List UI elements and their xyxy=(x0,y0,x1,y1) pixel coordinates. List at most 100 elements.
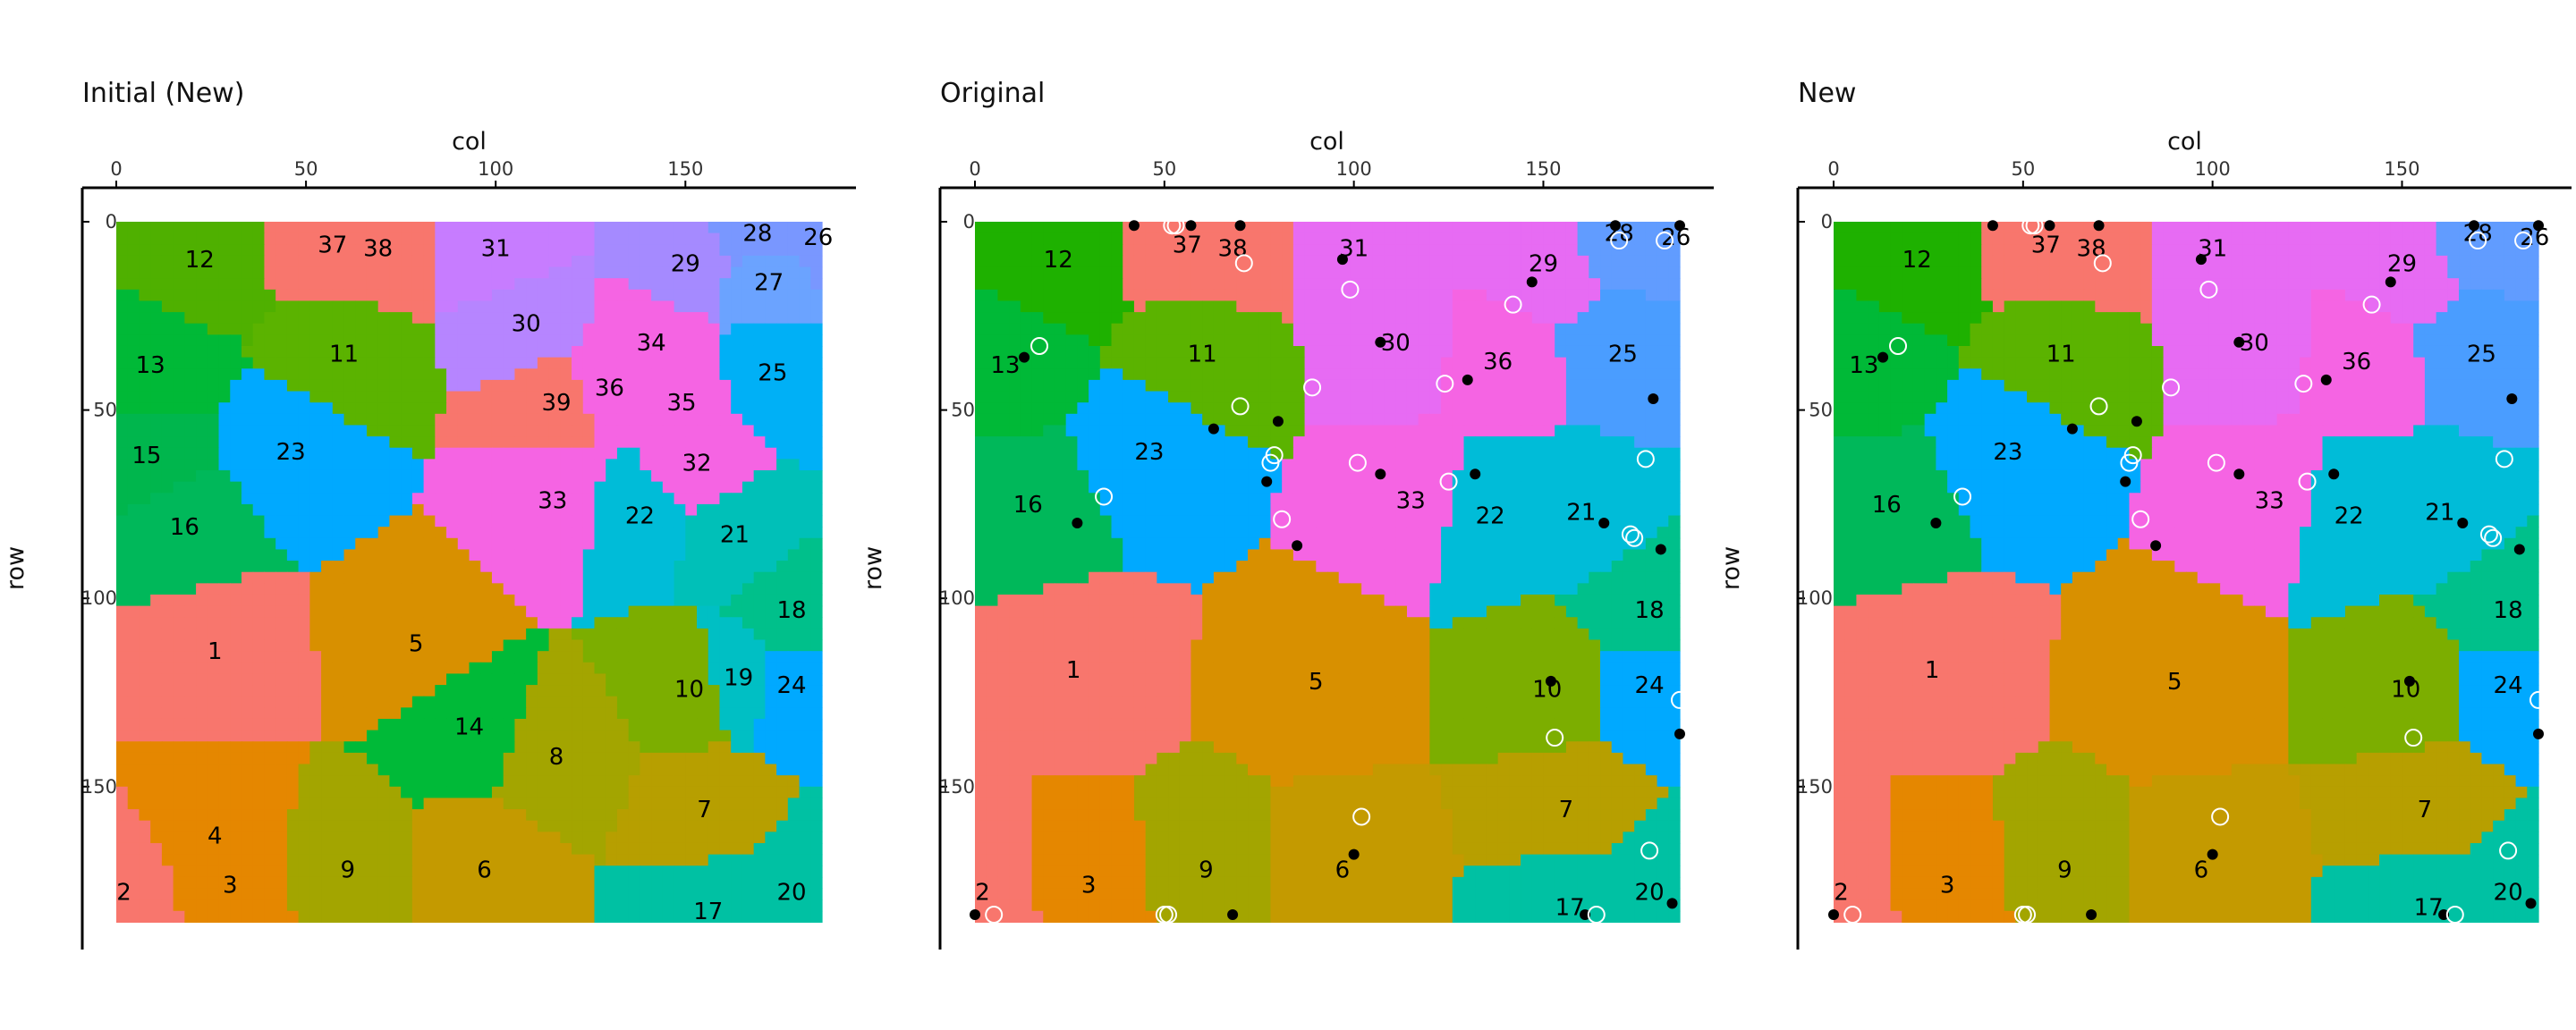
region-cell xyxy=(366,345,379,359)
region-cell xyxy=(1179,289,1192,302)
region-cell xyxy=(127,549,140,561)
region-cell xyxy=(184,481,197,494)
region-cell xyxy=(674,368,686,381)
region-cell xyxy=(321,571,334,584)
region-cell xyxy=(1634,402,1647,415)
region-cell xyxy=(241,222,254,234)
region-cell xyxy=(1316,323,1328,335)
region-cell xyxy=(1304,232,1317,245)
region-cell xyxy=(582,741,596,754)
region-cell xyxy=(1395,244,1408,257)
region-label: 1 xyxy=(208,638,223,665)
region-cell xyxy=(377,651,391,663)
region-cell xyxy=(1543,345,1555,359)
region-cell xyxy=(401,605,413,618)
region-cell xyxy=(1248,402,1260,415)
region-cell xyxy=(1054,323,1067,335)
region-cell xyxy=(810,447,823,460)
region-cell xyxy=(997,379,1010,393)
region-cell xyxy=(116,459,129,471)
region-cell xyxy=(776,481,789,494)
region-cell xyxy=(196,651,208,663)
region-cell xyxy=(572,594,584,607)
region-cell xyxy=(1292,289,1306,302)
region-cell xyxy=(640,571,652,584)
region-cell xyxy=(1441,323,1453,335)
region-cell xyxy=(582,300,596,313)
region-cell xyxy=(116,469,129,483)
region-cell xyxy=(594,639,606,652)
region-cell xyxy=(606,741,618,754)
region-cell xyxy=(127,537,140,551)
region-cell xyxy=(674,334,686,347)
region-cell xyxy=(799,594,811,607)
region-cell xyxy=(127,651,140,663)
region-cell xyxy=(537,809,550,822)
region-cell xyxy=(628,244,640,257)
region-cell xyxy=(230,605,242,618)
region-cell xyxy=(731,222,743,234)
region-cell xyxy=(674,503,686,517)
region-cell xyxy=(662,469,675,483)
region-cell xyxy=(1441,334,1453,347)
region-cell xyxy=(1372,255,1385,268)
region-cell xyxy=(366,244,379,257)
region-cell xyxy=(1350,368,1362,381)
region-cell xyxy=(616,289,630,302)
region-cell xyxy=(411,707,425,720)
region-cell xyxy=(230,730,242,742)
region-cell xyxy=(572,537,584,551)
region-cell xyxy=(150,696,163,708)
region-cell xyxy=(411,481,425,494)
region-cell xyxy=(218,391,231,403)
region-cell xyxy=(719,696,732,708)
region-cell xyxy=(355,357,368,369)
region-cell xyxy=(628,379,640,393)
region-cell xyxy=(1111,255,1123,268)
region-cell xyxy=(139,594,151,607)
region-cell xyxy=(309,232,322,245)
region-cell xyxy=(765,786,777,799)
region-cell xyxy=(332,345,345,359)
region-cell xyxy=(560,764,572,776)
region-cell xyxy=(810,278,823,291)
region-cell xyxy=(741,730,755,742)
region-cell xyxy=(411,651,425,663)
region-cell xyxy=(606,730,618,742)
region-cell xyxy=(457,255,470,268)
region-cell xyxy=(366,571,379,584)
region-cell xyxy=(776,232,789,245)
region-cell xyxy=(332,447,345,460)
region-cell xyxy=(503,673,516,686)
region-cell xyxy=(685,696,698,708)
region-cell xyxy=(640,741,652,754)
region-cell xyxy=(1589,289,1601,302)
region-cell xyxy=(196,798,208,810)
region-cell xyxy=(616,357,630,369)
region-cell xyxy=(697,741,709,754)
region-cell xyxy=(594,278,606,291)
region-cell xyxy=(252,617,266,629)
region-cell xyxy=(594,493,606,505)
region-cell xyxy=(731,639,743,652)
region-cell xyxy=(332,752,345,765)
region-cell xyxy=(1111,391,1123,403)
region-cell xyxy=(355,876,368,890)
region-cell xyxy=(1133,244,1147,257)
region-cell xyxy=(116,300,129,313)
region-cell xyxy=(127,673,140,686)
region-cell xyxy=(685,345,698,359)
region-cell xyxy=(161,527,174,539)
region-cell xyxy=(264,436,276,449)
region-cell xyxy=(628,730,640,742)
region-cell xyxy=(662,244,675,257)
region-cell xyxy=(776,561,789,573)
region-cell xyxy=(810,605,823,618)
region-cell xyxy=(685,651,698,663)
region-cell xyxy=(731,312,743,325)
region-cell xyxy=(241,786,254,799)
region-cell xyxy=(491,651,504,663)
region-cell xyxy=(491,493,504,505)
region-cell xyxy=(355,515,368,528)
region-cell xyxy=(218,289,231,302)
